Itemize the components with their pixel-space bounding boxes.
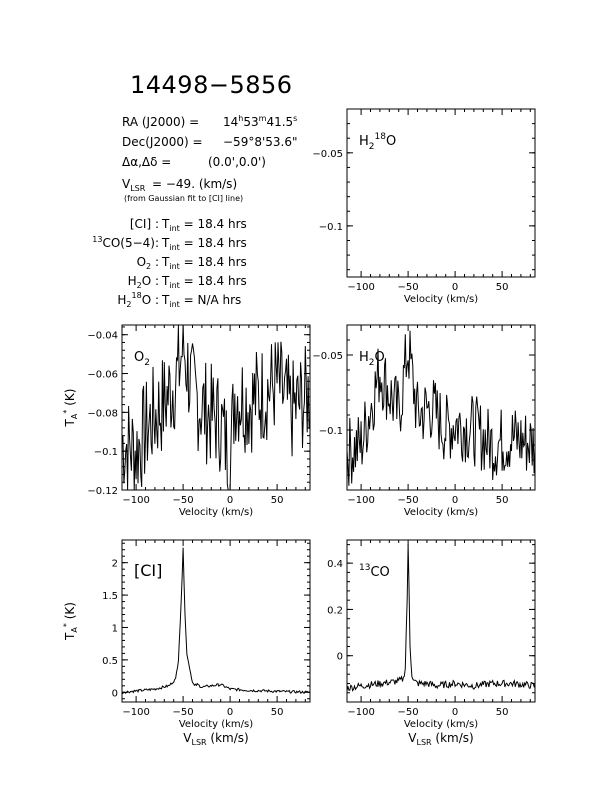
vlsr-note: (from Gaussian fit to [CI] line) (124, 194, 243, 203)
x-tick-label: −50 (398, 707, 419, 718)
x-tick-label: −100 (347, 707, 374, 718)
ra-minutes-unit: m (259, 114, 267, 123)
tint-line-name: [CI] : (130, 217, 159, 231)
x-tick-label: −50 (173, 495, 194, 506)
y-tick-label: 1.5 (102, 591, 118, 602)
spectrum-line-o2 (122, 325, 310, 490)
dec-value: −59°8'53.6" (223, 135, 298, 149)
ra-value: 14h53m41.5s (223, 114, 297, 129)
tint-line-name: 13CO(5−4): (92, 235, 159, 250)
x-tick-label: 50 (271, 495, 284, 506)
tint-line-name: H218O : (117, 291, 159, 309)
panel-ci: −100 −50 0 50 0 0.5 1 1.5 2 Velocity (km/s)VLSR (… (62, 539, 311, 747)
y-tick-label: −0.1 (319, 222, 343, 233)
y-axis-title: TA* (K) (62, 602, 79, 641)
ra-label: RA (J2000) = (122, 115, 199, 129)
x-tick-label: −100 (122, 495, 149, 506)
x-tick-label: −100 (347, 282, 374, 293)
x-tick-label: 50 (271, 707, 284, 718)
panel-h218o: −100 −50 0 50 −0.05 −0.1 Velocity (km/s) H218O (312, 108, 536, 305)
dec-label: Dec(J2000) = (122, 135, 203, 149)
tint-value: Tint = N/A hrs (161, 293, 241, 309)
x-tick-label: −100 (347, 495, 374, 506)
x-axis-title: Velocity (km/s) (179, 719, 253, 730)
x-tick-label: 50 (496, 282, 509, 293)
spectrum-line-ci (122, 547, 310, 695)
x-tick-label: 50 (496, 707, 509, 718)
y-tick-label: 0 (337, 652, 343, 663)
spectrum-line-h2o (347, 330, 535, 486)
x-tick-label: 0 (452, 282, 458, 293)
source-name: 14498−5856 (130, 71, 293, 99)
x-tick-label: 50 (496, 495, 509, 506)
ra-minutes: 53 (243, 115, 258, 129)
offset-label: Δα,Δδ = (122, 155, 171, 169)
spectrum-line-13co (347, 544, 535, 692)
coordinates-block: RA (J2000) = 14h53m41.5s Dec(J2000) = −5… (122, 114, 298, 203)
ra-hours: 14 (223, 115, 238, 129)
y-tick-label: 0.5 (102, 656, 118, 667)
x-tick-label: 0 (452, 495, 458, 506)
y-tick-label: 1 (112, 623, 118, 634)
vlsr-label: VLSR (122, 177, 146, 193)
x-tick-label: −100 (122, 707, 149, 718)
plot-frame (346, 108, 536, 278)
x-tick-label: −50 (173, 707, 194, 718)
plot-frame (346, 324, 536, 491)
x-axis-title: Velocity (km/s) (404, 507, 478, 518)
panel-o2: −100 −50 0 50 −0.04 −0.06 −0.08 −0.1 −0.12 Veloci… (62, 324, 311, 518)
y-tick-label: −0.1 (94, 447, 118, 458)
x-tick-label: −50 (398, 495, 419, 506)
y-tick-label: −0.1 (319, 426, 343, 437)
ra-hours-unit: h (238, 114, 243, 123)
y-axis-title: TA* (K) (62, 389, 79, 428)
y-tick-label: 0.4 (327, 559, 343, 570)
panel-h2o: −100 −50 0 50 −0.05 −0.1 Velocity (km/s) H2O (312, 324, 536, 518)
y-tick-label: −0.05 (312, 149, 343, 160)
tint-value: Tint = 18.4 hrs (161, 217, 247, 233)
y-tick-label: 0 (112, 688, 118, 699)
x-axis-title: Velocity (km/s) (404, 294, 478, 305)
panel-label: 13CO (359, 563, 390, 580)
tint-value: Tint = 18.4 hrs (161, 255, 247, 271)
x-tick-label: 0 (227, 707, 233, 718)
offset-value: (0.0',0.0') (208, 155, 266, 169)
x-axis-title-vlsr: VLSR (km/s) (183, 731, 248, 747)
vlsr-value: = −49. (km/s) (152, 177, 237, 191)
panel-label: H218O (359, 132, 396, 152)
tint-line-name: O2 : (137, 255, 159, 271)
y-tick-label: 0.2 (327, 605, 343, 616)
x-axis-title: Velocity (km/s) (404, 719, 478, 730)
ra-seconds: 41.5 (266, 115, 293, 129)
x-axis-title-vlsr: VLSR (km/s) (408, 731, 473, 747)
x-tick-label: 0 (452, 707, 458, 718)
panel-13co: −100 −50 0 50 0 0.2 0.4 Velocity (km/s)VLSR (km… (327, 539, 536, 747)
ra-seconds-unit: s (293, 114, 297, 123)
x-axis-title: Velocity (km/s) (179, 507, 253, 518)
plot-frame (346, 539, 536, 703)
panel-label: H2O (359, 350, 385, 368)
tint-line-name: H2O : (128, 274, 159, 290)
panel-label: [CI] (134, 561, 162, 580)
y-tick-label: −0.12 (87, 486, 118, 497)
tint-value: Tint = 18.4 hrs (161, 236, 247, 252)
panel-label: O2 (134, 350, 150, 368)
y-tick-label: −0.08 (87, 408, 118, 419)
y-tick-label: 2 (112, 559, 118, 570)
tint-value: Tint = 18.4 hrs (161, 274, 247, 290)
y-tick-label: −0.05 (312, 351, 343, 362)
plot-frame (121, 324, 311, 491)
x-tick-label: −50 (398, 282, 419, 293)
y-tick-label: −0.06 (87, 370, 118, 381)
y-tick-label: −0.04 (87, 331, 118, 342)
x-tick-label: 0 (227, 495, 233, 506)
